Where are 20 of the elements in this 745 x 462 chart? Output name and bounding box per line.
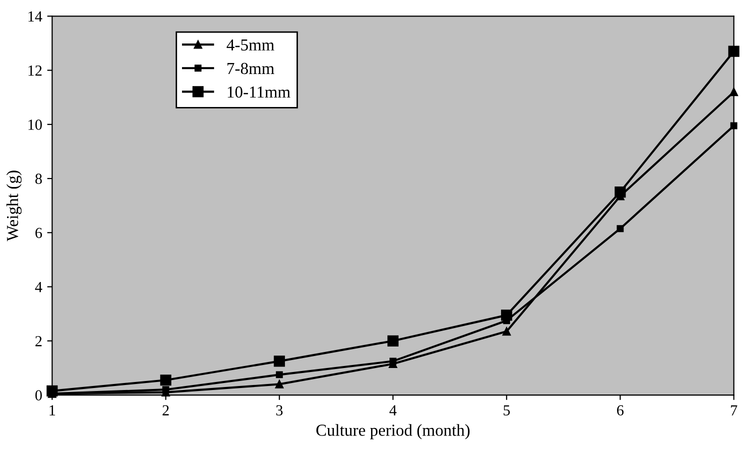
x-tick-label: 6	[617, 405, 624, 416]
y-tick-label: 12	[28, 65, 42, 76]
y-tick-label: 0	[35, 390, 42, 400]
legend-label: 4-5mm	[226, 39, 274, 51]
x-tick-label: 5	[504, 405, 510, 416]
y-tick-label: 14	[28, 11, 42, 22]
y-tick-label: 2	[35, 336, 42, 346]
y-tick-label: 10	[28, 120, 42, 130]
y-tick-label: 8	[35, 174, 42, 184]
y-tick-label: 4	[35, 282, 42, 292]
x-tick-label: 1	[50, 405, 56, 416]
x-tick-label: 4	[389, 405, 397, 416]
x-axis-title: Culture period (month)	[316, 424, 470, 440]
y-axis-title: Weight (g)	[6, 170, 22, 242]
y-tick-label: 6	[35, 228, 42, 238]
x-tick-label: 2	[162, 405, 169, 416]
x-tick-label: 3	[276, 405, 283, 416]
legend-label: 10-11mm	[228, 86, 290, 98]
x-tick-label: 7	[731, 405, 738, 416]
legend-label: 7-8mm	[227, 62, 274, 74]
